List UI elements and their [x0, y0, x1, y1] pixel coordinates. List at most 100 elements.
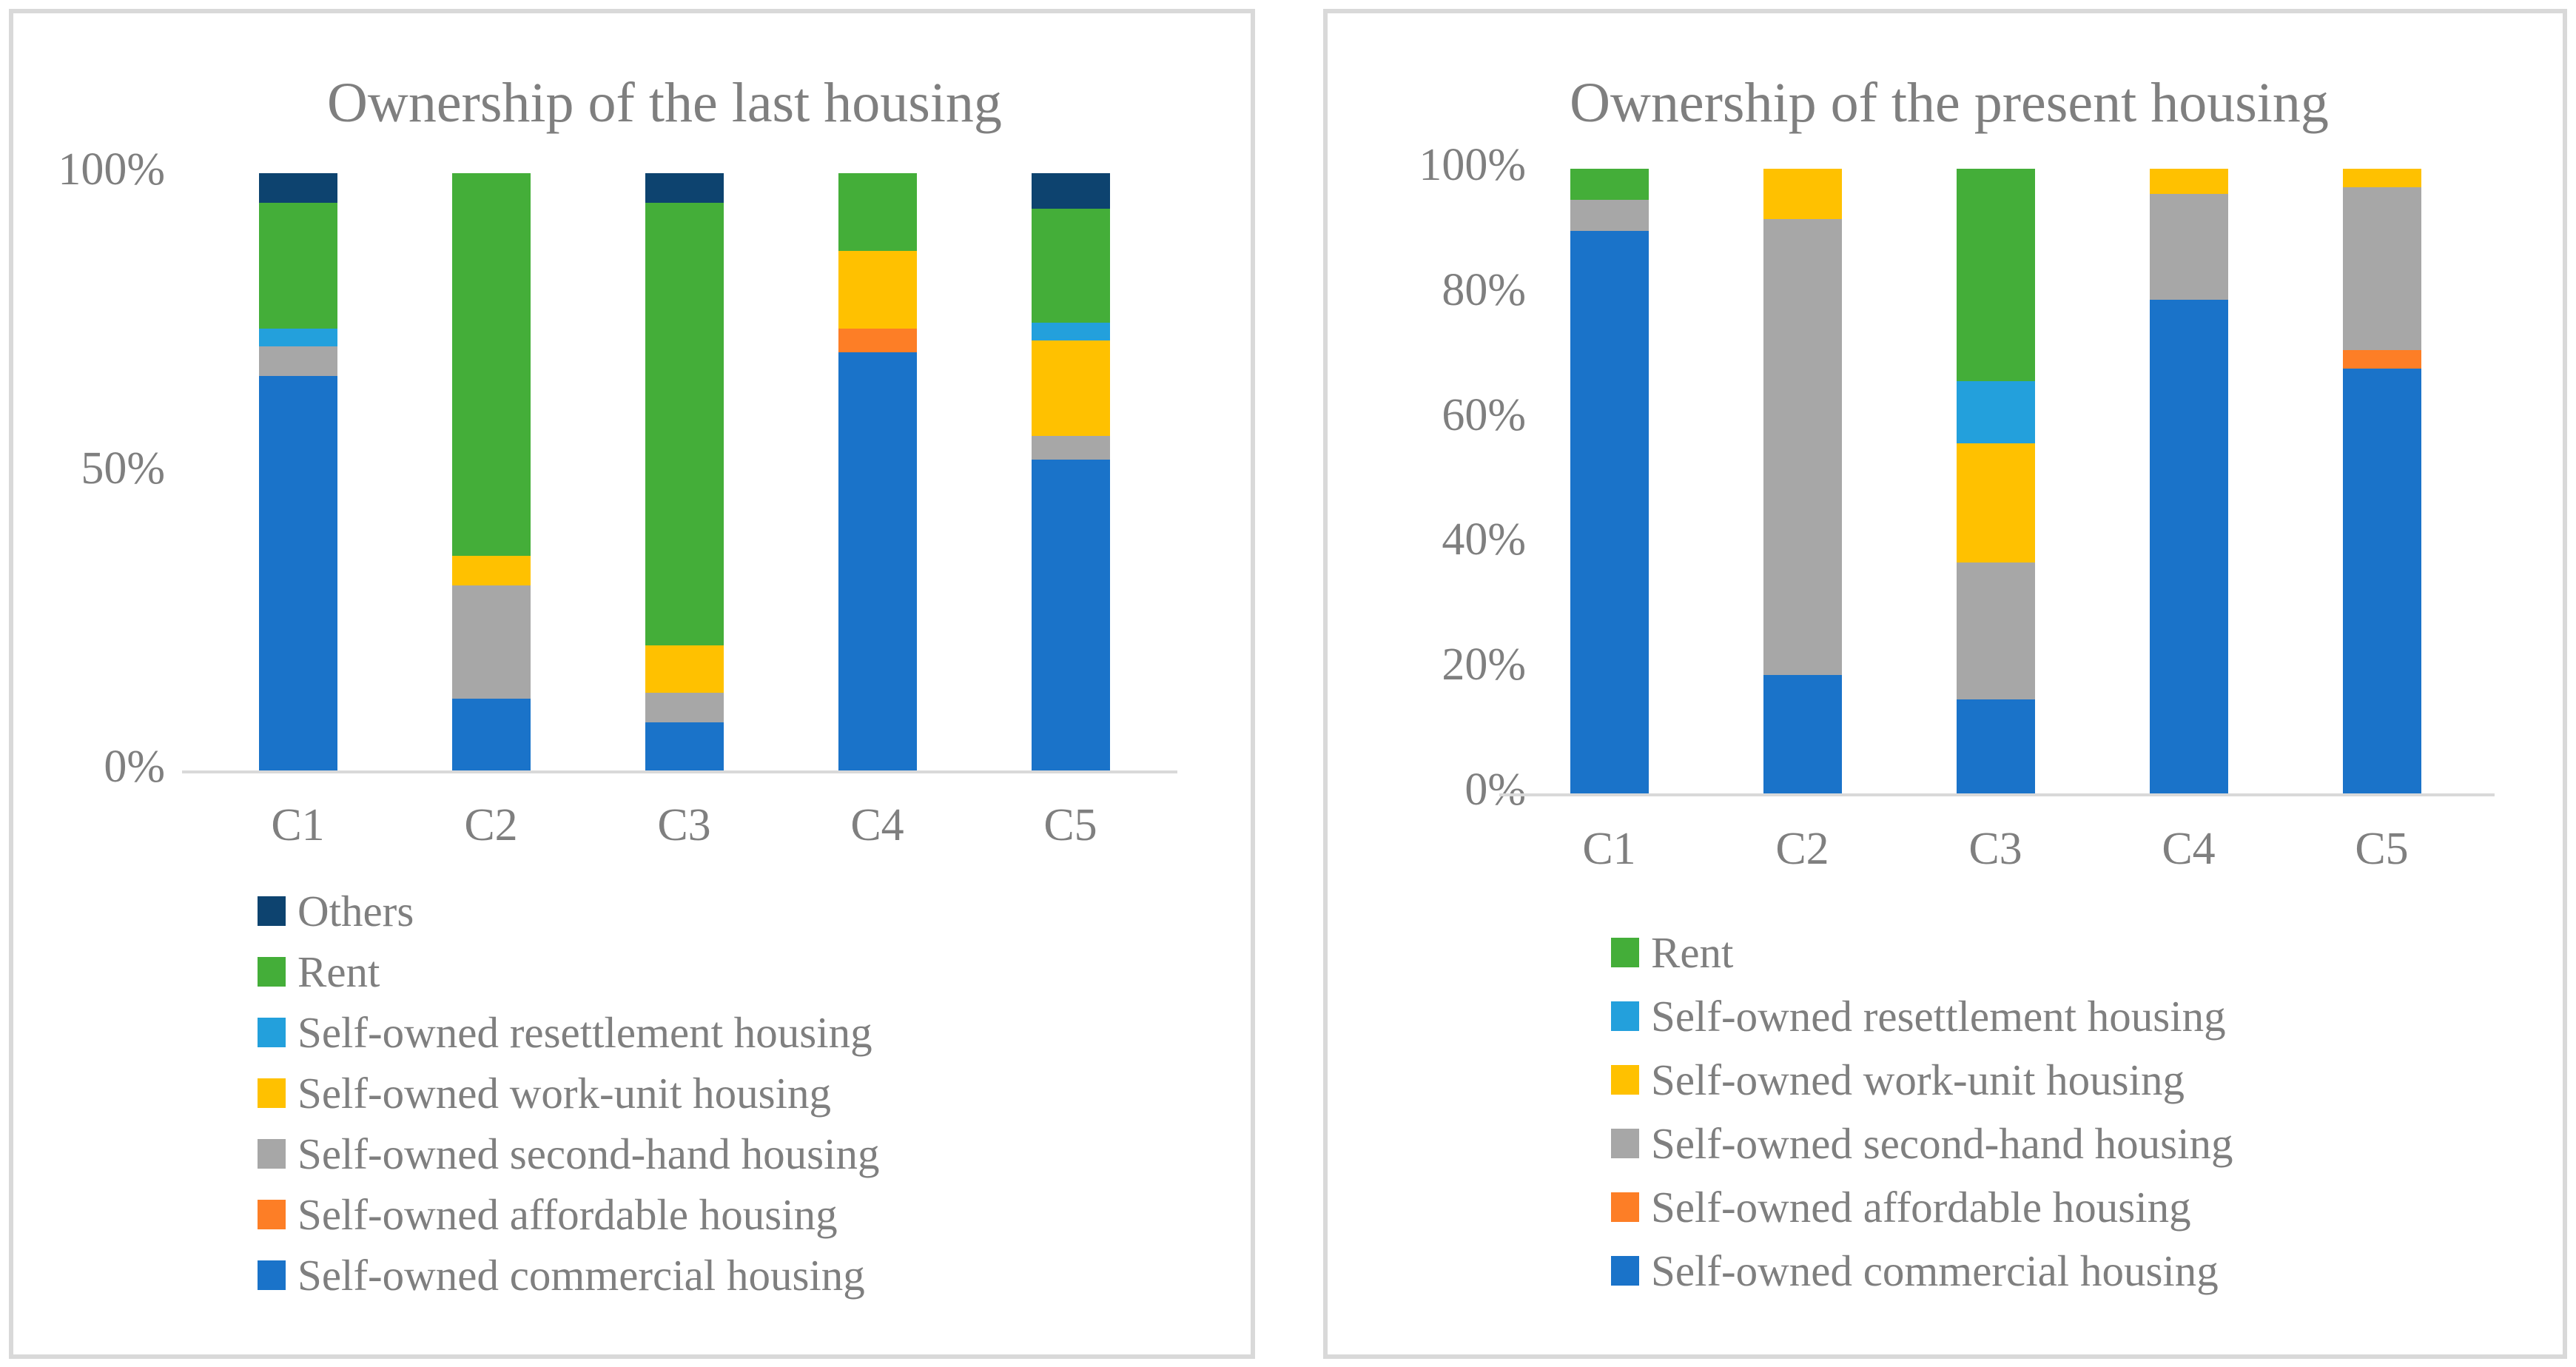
- legend-item-affordable: Self-owned affordable housing: [1611, 1175, 2233, 1239]
- bar-segment-work_unit: [2342, 169, 2421, 188]
- stacked-bar-C4: [2149, 169, 2228, 793]
- x-axis-label-C1: C1: [1582, 824, 1636, 874]
- bar-segment-resettlement: [1031, 322, 1110, 340]
- bar-segment-work_unit: [838, 250, 917, 329]
- legend-item-rent: Rent: [1611, 921, 2233, 984]
- bar-segment-second_hand: [1031, 436, 1110, 460]
- x-axis-label-C2: C2: [1775, 824, 1829, 874]
- bar-segment-work_unit: [1763, 169, 1842, 219]
- legend-swatch-icon: [258, 1260, 286, 1290]
- bar-segment-commercial: [258, 376, 337, 770]
- legend-item-rent: Rent: [258, 941, 880, 1002]
- legend-swatch-icon: [1611, 938, 1639, 967]
- x-axis-label-C3: C3: [1968, 824, 2022, 874]
- y-axis-tick-label: 100%: [58, 144, 165, 195]
- bar-segment-rent: [1570, 169, 1649, 201]
- y-axis-tick-label: 80%: [1442, 264, 1526, 315]
- bar-segment-resettlement: [1956, 380, 2035, 444]
- chart-panel-last-housing: Ownership of the last housing 100% 50% 0% …: [9, 9, 1255, 1359]
- x-axis-label-C5: C5: [2355, 824, 2409, 874]
- bar-segment-second_hand: [258, 346, 337, 377]
- bar-slot: [974, 173, 1167, 770]
- bar-segment-commercial: [2149, 300, 2228, 793]
- y-axis-tick-label: 100%: [1419, 140, 1526, 190]
- legend-swatch-icon: [258, 1018, 286, 1047]
- plot-area: [1513, 169, 2478, 793]
- bar-slot: [2092, 169, 2285, 793]
- stacked-bar-C2: [451, 173, 531, 770]
- legend-label: Self-owned affordable housing: [297, 1189, 838, 1239]
- bar-segment-work_unit: [451, 555, 531, 585]
- chart-panel-present-housing: Ownership of the present housing 100% 80%…: [1323, 9, 2567, 1359]
- legend-item-second_hand: Self-owned second-hand housing: [1611, 1112, 2233, 1175]
- legend-swatch-icon: [258, 1078, 286, 1108]
- bar-segment-affordable: [2342, 349, 2421, 369]
- y-axis-tick-label: 40%: [1442, 514, 1526, 565]
- legend-label: Others: [297, 886, 414, 936]
- stacked-bar-C1: [258, 173, 337, 770]
- x-axis-line: [1499, 793, 2495, 796]
- legend-item-others: Others: [258, 881, 880, 941]
- legend-item-resettlement: Self-owned resettlement housing: [1611, 984, 2233, 1048]
- bar-segment-second_hand: [1956, 562, 2035, 700]
- stacked-bar-C5: [1031, 173, 1110, 770]
- legend-swatch-icon: [1611, 1129, 1639, 1158]
- x-axis-label-C3: C3: [657, 800, 711, 850]
- stacked-bar-C4: [838, 173, 917, 770]
- chart-title: Ownership of the last housing: [327, 72, 1002, 134]
- bar-segment-others: [1031, 173, 1110, 209]
- bar-segment-second_hand: [2149, 193, 2228, 300]
- bar-segment-affordable: [838, 328, 917, 353]
- y-axis-tick-label: 0%: [1464, 765, 1526, 815]
- x-axis-label-C2: C2: [464, 800, 518, 850]
- legend-item-resettlement: Self-owned resettlement housing: [258, 1002, 880, 1063]
- bar-slot: [201, 173, 394, 770]
- bar-slot: [588, 173, 781, 770]
- legend: Others Rent Self-owned resettlement housin…: [258, 881, 880, 1306]
- chart-title: Ownership of the present housing: [1570, 72, 2329, 134]
- bar-segment-commercial: [1763, 674, 1842, 793]
- legend-swatch-icon: [1611, 1065, 1639, 1095]
- bar-segment-rent: [451, 173, 531, 556]
- bar-segment-commercial: [1031, 460, 1110, 770]
- bar-segment-rent: [645, 203, 724, 645]
- legend-label: Self-owned second-hand housing: [297, 1129, 880, 1178]
- stacked-bar-C1: [1570, 169, 1649, 793]
- bar-segment-commercial: [838, 352, 917, 770]
- bar-segment-others: [258, 173, 337, 204]
- bar-slot: [2285, 169, 2478, 793]
- legend-label: Self-owned resettlement housing: [297, 1007, 872, 1057]
- bar-segment-second_hand: [645, 693, 724, 723]
- bar-segment-work_unit: [2149, 169, 2228, 194]
- x-axis-labels: C1 C2 C3 C4 C5: [201, 799, 1167, 852]
- bar-segment-work_unit: [1956, 443, 2035, 562]
- bar-segment-resettlement: [258, 328, 337, 347]
- y-axis-tick-label: 0%: [104, 742, 165, 792]
- bar-segment-others: [645, 173, 724, 204]
- stacked-bar-C3: [645, 173, 724, 770]
- legend-label: Rent: [297, 947, 380, 996]
- bar-segment-rent: [838, 173, 917, 251]
- bar-segment-commercial: [451, 699, 531, 770]
- bar-slot: [1706, 169, 1899, 793]
- legend-swatch-icon: [258, 957, 286, 987]
- x-axis-label-C5: C5: [1043, 800, 1097, 850]
- legend-swatch-icon: [1611, 1001, 1639, 1031]
- legend-swatch-icon: [258, 1139, 286, 1169]
- y-axis-tick-label: 20%: [1442, 639, 1526, 691]
- bar-segment-second_hand: [1763, 218, 1842, 675]
- legend-swatch-icon: [1611, 1192, 1639, 1222]
- bar-segment-second_hand: [451, 585, 531, 699]
- bar-slot: [781, 173, 974, 770]
- bar-segment-commercial: [2342, 369, 2421, 793]
- legend-label: Self-owned second-hand housing: [1651, 1118, 2233, 1168]
- bar-segment-second_hand: [2342, 187, 2421, 350]
- legend-label: Rent: [1651, 927, 1734, 977]
- x-axis-label-C4: C4: [2162, 824, 2216, 874]
- bar-segment-rent: [1031, 209, 1110, 323]
- legend-item-work_unit: Self-owned work-unit housing: [258, 1063, 880, 1124]
- bar-segment-rent: [1956, 169, 2035, 381]
- y-axis-tick-label: 50%: [81, 443, 165, 494]
- y-axis-tick-label: 60%: [1442, 389, 1526, 440]
